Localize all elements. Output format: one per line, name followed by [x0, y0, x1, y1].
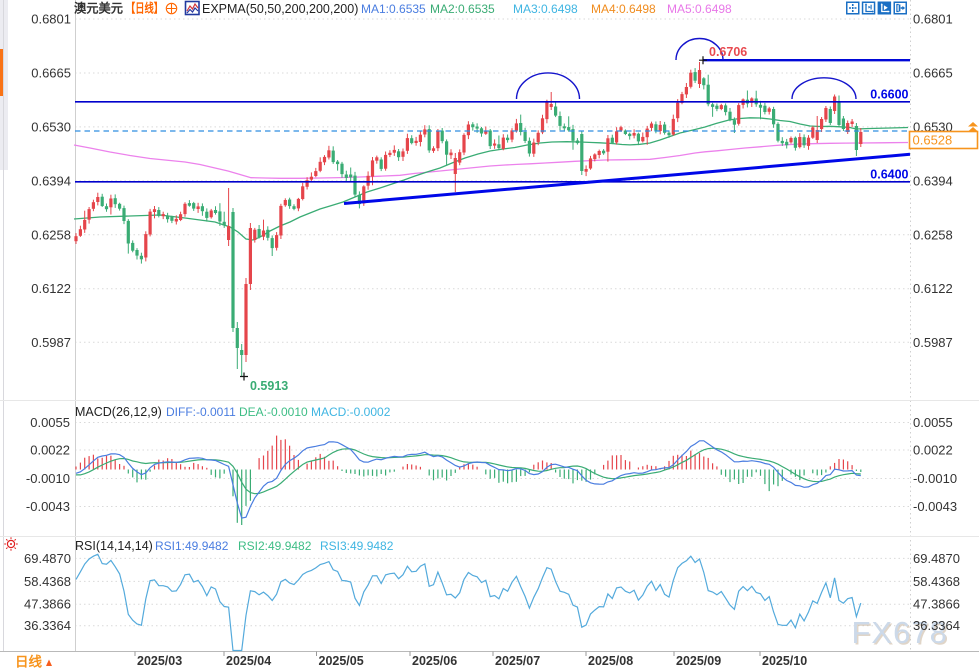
svg-text:0.0022: 0.0022	[30, 443, 70, 458]
svg-text:0.5987: 0.5987	[31, 335, 71, 350]
svg-text:0.6394: 0.6394	[31, 173, 71, 188]
svg-text:2025/10: 2025/10	[762, 654, 807, 668]
svg-text:0.6801: 0.6801	[913, 12, 953, 27]
svg-text:2025/05: 2025/05	[319, 654, 364, 668]
svg-text:0.6394: 0.6394	[913, 173, 953, 188]
svg-text:EXPMA(50,50,200,200,200): EXPMA(50,50,200,200,200)	[202, 2, 358, 16]
svg-text:2025/06: 2025/06	[412, 654, 457, 668]
svg-text:RSI3:49.9482: RSI3:49.9482	[320, 539, 394, 553]
svg-text:2025/03: 2025/03	[137, 654, 182, 668]
svg-text:2025/08: 2025/08	[588, 654, 633, 668]
svg-text:0.6600: 0.6600	[870, 88, 908, 102]
svg-text:FX678: FX678	[852, 615, 948, 650]
svg-text:0.6258: 0.6258	[913, 227, 953, 242]
svg-text:DEA:-0.0010: DEA:-0.0010	[239, 405, 308, 419]
svg-text:MACD:-0.0002: MACD:-0.0002	[311, 405, 391, 419]
svg-text:0.6258: 0.6258	[31, 227, 71, 242]
svg-text:69.4870: 69.4870	[913, 551, 960, 566]
svg-text:FX678: FX678	[853, 617, 949, 652]
svg-text:-0.0010: -0.0010	[913, 471, 957, 486]
svg-text:0.0055: 0.0055	[913, 415, 953, 430]
svg-text:0.0055: 0.0055	[30, 415, 70, 430]
svg-text:-0.0010: -0.0010	[26, 471, 70, 486]
svg-text:MACD(26,12,9): MACD(26,12,9)	[75, 405, 162, 419]
svg-text:MA5:0.6498: MA5:0.6498	[667, 2, 732, 16]
svg-text:MA2:0.6535: MA2:0.6535	[430, 2, 495, 16]
svg-text:MA3:0.6498: MA3:0.6498	[513, 2, 578, 16]
svg-text:0.6665: 0.6665	[31, 66, 71, 81]
svg-text:RSI2:49.9482: RSI2:49.9482	[238, 539, 312, 553]
svg-text:0.5913: 0.5913	[250, 379, 288, 393]
svg-text:RSI(14,14,14): RSI(14,14,14)	[75, 539, 153, 553]
svg-text:MA4:0.6498: MA4:0.6498	[591, 2, 656, 16]
svg-text:0.6122: 0.6122	[31, 281, 71, 296]
svg-text:0.6665: 0.6665	[913, 66, 953, 81]
svg-text:58.4368: 58.4368	[24, 574, 71, 589]
svg-text:0.6801: 0.6801	[31, 12, 71, 27]
svg-text:0.6528: 0.6528	[913, 133, 953, 148]
svg-text:澳元美元: 澳元美元	[74, 1, 123, 16]
svg-text:2025/09: 2025/09	[676, 654, 721, 668]
svg-text:0.0022: 0.0022	[913, 443, 953, 458]
svg-text:-0.0043: -0.0043	[913, 499, 957, 514]
svg-text:0.5987: 0.5987	[913, 335, 953, 350]
svg-text:日线: 日线	[15, 654, 42, 669]
svg-text:0.6530: 0.6530	[31, 119, 71, 134]
svg-text:0.6706: 0.6706	[709, 45, 747, 59]
svg-text:58.4368: 58.4368	[913, 574, 960, 589]
svg-text:RSI1:49.9482: RSI1:49.9482	[155, 539, 229, 553]
svg-text:MA1:0.6535: MA1:0.6535	[361, 2, 426, 16]
svg-text:0.6400: 0.6400	[870, 168, 908, 182]
svg-text:【日线】: 【日线】	[126, 1, 163, 16]
svg-text:36.3364: 36.3364	[24, 618, 71, 633]
svg-text:47.3866: 47.3866	[24, 597, 71, 612]
svg-text:47.3866: 47.3866	[913, 597, 960, 612]
svg-text:-0.0043: -0.0043	[26, 499, 70, 514]
svg-text:69.4870: 69.4870	[24, 551, 71, 566]
svg-text:0.6122: 0.6122	[913, 281, 953, 296]
svg-text:2025/04: 2025/04	[226, 654, 271, 668]
svg-text:DIFF:-0.0011: DIFF:-0.0011	[166, 405, 236, 419]
svg-text:36.3364: 36.3364	[913, 618, 960, 633]
svg-text:2025/07: 2025/07	[495, 654, 540, 668]
svg-text:0.6530: 0.6530	[913, 119, 953, 134]
